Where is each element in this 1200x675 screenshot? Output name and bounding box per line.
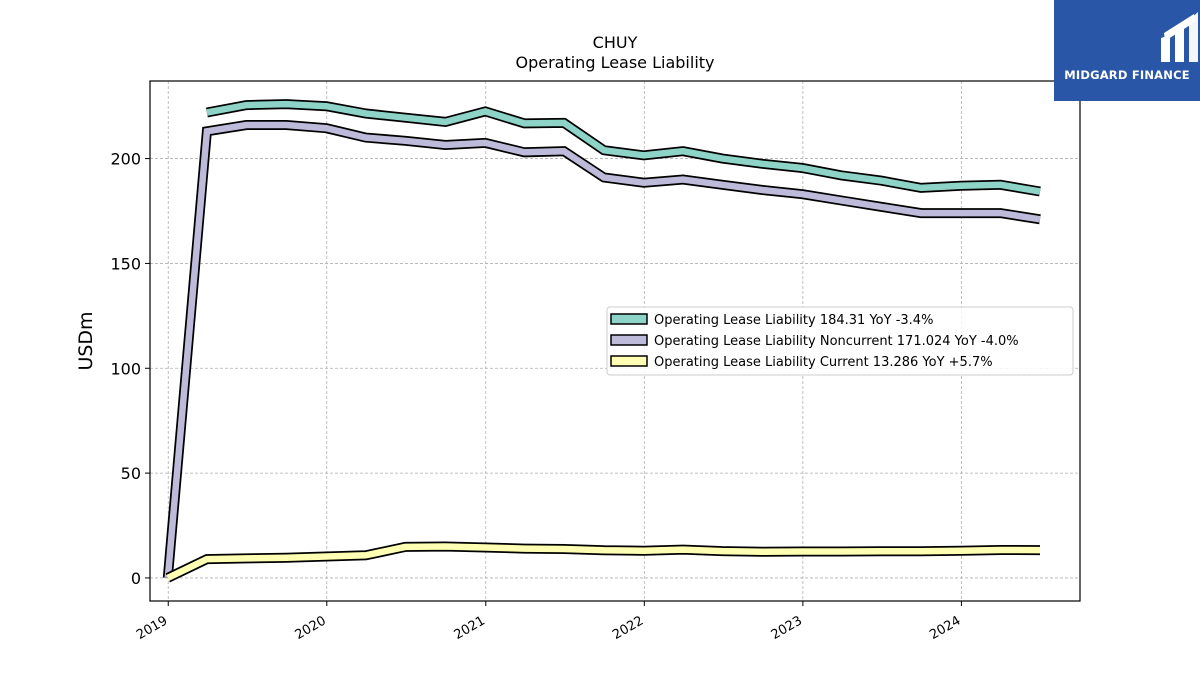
legend-box [606,306,1074,376]
y-tick-label: 150 [110,254,141,273]
line-current [166,543,1041,581]
series-line-noncurrent [162,120,1041,579]
chart-subtitle: Operating Lease Liability [515,53,714,72]
x-tick-label: 2023 [769,613,805,643]
series-line-current [165,541,1041,583]
line-noncurrent [164,121,1041,579]
legend-label: Operating Lease Liability Current 13.286… [654,355,993,370]
chart-title: CHUY [593,33,638,52]
x-tick-label: 2021 [452,613,488,643]
legend-swatch [610,355,648,367]
legend-label: Operating Lease Liability Noncurrent 171… [654,334,1019,349]
x-tick-label: 2020 [293,613,329,643]
series-line-total [205,99,1041,197]
x-tick-label: 2019 [134,613,170,643]
x-tick-label: 2022 [610,613,646,643]
y-tick-label: 0 [131,569,141,588]
midgard-logo-icon [1161,12,1198,62]
legend-swatch [610,313,648,325]
y-tick-label: 100 [110,359,141,378]
line-total [206,100,1041,195]
y-tick-label: 50 [121,464,141,483]
axes: 0 50 100 150 200 2019 2020 2021 2022 2023 2024 [110,150,963,643]
legend: Operating Lease Liability 184.31 YoY -3.… [606,306,1074,376]
y-tick-label: 200 [110,150,141,169]
grid [150,81,1080,601]
plot-frame [149,80,1081,602]
x-tick-label: 2024 [927,613,963,643]
legend-swatch [610,334,648,346]
brand-name: MIDGARD FINANCE [1064,68,1190,82]
legend-label: Operating Lease Liability 184.31 YoY -3.… [654,313,933,328]
y-axis-label: USDm [75,311,97,370]
brand-logo: MIDGARD FINANCE [1054,0,1200,101]
series-lines [162,99,1041,583]
